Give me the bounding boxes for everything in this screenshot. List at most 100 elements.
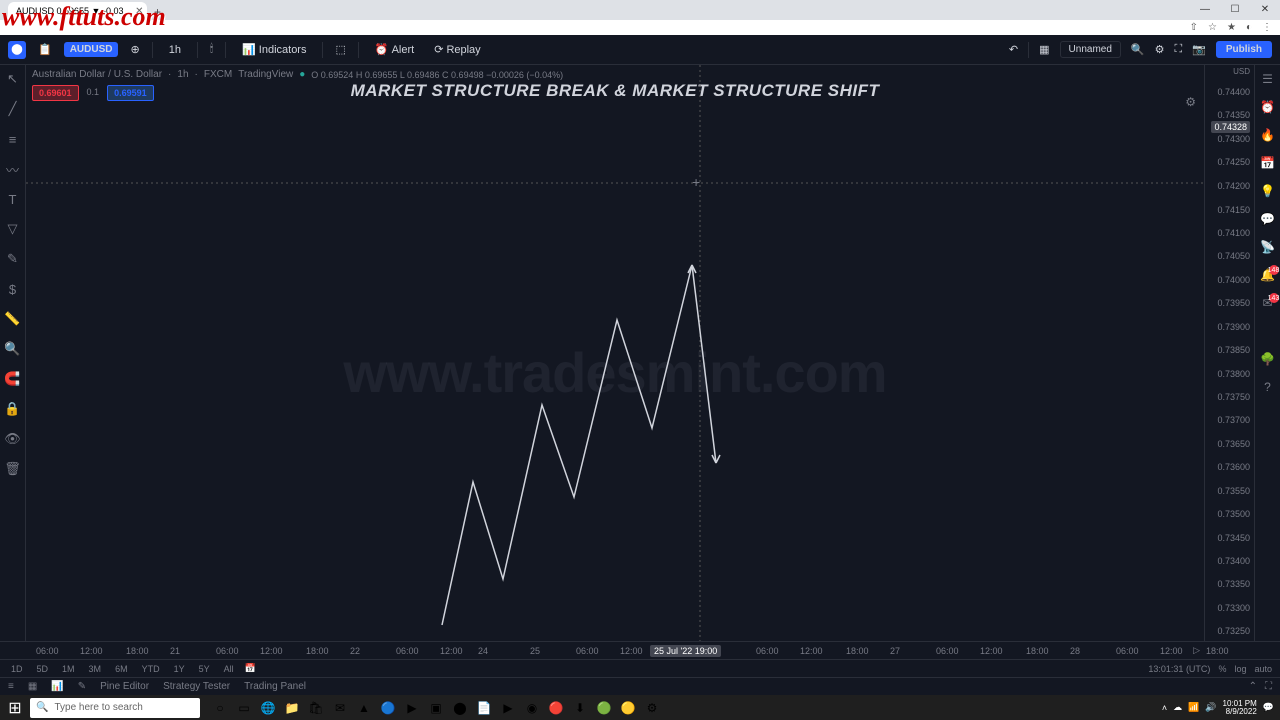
vlc-icon[interactable]: ▲ — [352, 695, 376, 720]
brush-tool-icon[interactable]: ✎ — [5, 251, 21, 267]
camera-icon[interactable]: 📷 — [1192, 43, 1206, 56]
app-icon[interactable]: ⬇ — [568, 695, 592, 720]
timeframe-button[interactable]: 6M — [112, 664, 131, 674]
app-icon[interactable]: 📄 — [472, 695, 496, 720]
interval-button[interactable]: 1h — [165, 42, 185, 58]
undo-icon[interactable]: ↶ — [1009, 43, 1018, 56]
timeframe-button[interactable]: 5Y — [196, 664, 213, 674]
candle-type-icon[interactable]: 🕯 — [210, 43, 213, 56]
footer-tab[interactable]: Pine Editor — [100, 681, 149, 692]
object-tree-icon[interactable]: 🌳 — [1260, 351, 1276, 367]
publish-button[interactable]: Publish — [1216, 41, 1272, 58]
profile-icon[interactable]: ◐ — [1246, 22, 1252, 33]
text-tool-icon[interactable]: T — [5, 191, 21, 207]
settings-icon[interactable]: ⚙ — [1155, 43, 1165, 56]
footer-icon[interactable]: ≡ — [8, 681, 14, 692]
timeframe-button[interactable]: 5D — [34, 664, 52, 674]
replay-button[interactable]: ⟳ Replay — [430, 41, 484, 58]
magnet-tool-icon[interactable]: 🧲 — [5, 371, 21, 387]
share-icon[interactable]: ⇧ — [1190, 22, 1198, 33]
tv-logo-icon[interactable]: ⬤ — [8, 41, 26, 59]
tray-notif-icon[interactable]: 💬 — [1263, 702, 1274, 713]
hotlist-icon[interactable]: 🔥 — [1260, 127, 1276, 143]
notif-icon[interactable]: 🔔148 — [1260, 267, 1276, 283]
search-icon[interactable]: 🔍 — [1131, 43, 1145, 56]
tray-volume-icon[interactable]: 🔊 — [1205, 702, 1216, 713]
menu-icon[interactable]: ⋮ — [1262, 22, 1272, 33]
footer-icon[interactable]: ▦ — [28, 681, 37, 692]
tray-wifi-icon[interactable]: 📶 — [1188, 702, 1199, 713]
start-button[interactable]: ⊞ — [0, 695, 30, 720]
maximize-icon[interactable]: ⛶ — [1265, 681, 1272, 692]
timeframe-button[interactable]: 1M — [59, 664, 78, 674]
timeframe-button[interactable]: All — [221, 664, 237, 674]
chart-area[interactable]: Australian Dollar / U.S. Dollar· 1h· FXC… — [26, 65, 1204, 641]
log-toggle[interactable]: log — [1234, 664, 1246, 674]
minimize-button[interactable]: — — [1190, 0, 1220, 18]
price-axis[interactable]: USD 0.744000.743500.743000.742500.742000… — [1204, 65, 1254, 641]
footer-tab[interactable]: Trading Panel — [244, 681, 306, 692]
eye-tool-icon[interactable]: 👁 — [5, 431, 21, 447]
alerts-panel-icon[interactable]: ⏰ — [1260, 99, 1276, 115]
mail-icon[interactable]: ✉ — [328, 695, 352, 720]
taskbar-search[interactable]: 🔍 Type here to search — [30, 698, 200, 718]
calendar-icon[interactable]: 📅 — [1260, 155, 1276, 171]
cortana-icon[interactable]: ○ — [208, 695, 232, 720]
goto-arrow-icon[interactable]: ▷ — [1193, 645, 1200, 656]
extension-icon[interactable]: ★ — [1227, 22, 1236, 33]
star-icon[interactable]: ☆ — [1208, 22, 1217, 33]
app-icon[interactable]: 🟢 — [592, 695, 616, 720]
ideas-icon[interactable]: 💡 — [1260, 183, 1276, 199]
streams-icon[interactable]: 📡 — [1260, 239, 1276, 255]
trash-tool-icon[interactable]: 🗑 — [5, 461, 21, 477]
taskview-icon[interactable]: ▭ — [232, 695, 256, 720]
lock-tool-icon[interactable]: 🔒 — [5, 401, 21, 417]
fullscreen-icon[interactable]: ⛶ — [1174, 43, 1182, 56]
goto-date-icon[interactable]: 📅 — [245, 663, 256, 674]
pattern-tool-icon[interactable]: 〰 — [5, 161, 21, 177]
app-icon[interactable]: ▶ — [400, 695, 424, 720]
trendline-tool-icon[interactable]: ╱ — [5, 101, 21, 117]
time-axis[interactable]: ▷ 06:0012:0018:002106:0012:0018:002206:0… — [0, 641, 1280, 659]
steam-icon[interactable]: ◉ — [520, 695, 544, 720]
app-icon[interactable]: 🟡 — [616, 695, 640, 720]
store-icon[interactable]: 🛍 — [304, 695, 328, 720]
zoom-tool-icon[interactable]: 🔍 — [5, 341, 21, 357]
close-window-button[interactable]: ✕ — [1250, 0, 1280, 18]
symbol-button[interactable]: AUDUSD — [64, 42, 119, 57]
timeframe-button[interactable]: 1D — [8, 664, 26, 674]
edge-icon[interactable]: 🌐 — [256, 695, 280, 720]
collapse-icon[interactable]: ⌃ — [1249, 681, 1257, 692]
layout-name[interactable]: Unnamed — [1060, 41, 1121, 58]
layout-icon[interactable]: ▦ — [1039, 43, 1049, 56]
timeframe-button[interactable]: 1Y — [171, 664, 188, 674]
watchlist-toggle-icon[interactable]: 📋 — [38, 43, 52, 56]
obs-icon[interactable]: ⬤ — [448, 695, 472, 720]
address-bar[interactable]: ⇧ ☆ ★ ◐ ⋮ — [0, 20, 1280, 35]
timeframe-button[interactable]: YTD — [139, 664, 163, 674]
chat-icon[interactable]: 💬 — [1260, 211, 1276, 227]
footer-tab[interactable]: Strategy Tester — [163, 681, 230, 692]
watchlist-icon[interactable]: ☰ — [1260, 71, 1276, 87]
indicators-button[interactable]: 📊 Indicators — [238, 41, 310, 58]
chrome2-icon[interactable]: 🔴 — [544, 695, 568, 720]
footer-icon[interactable]: 📊 — [51, 681, 63, 692]
maximize-button[interactable]: ☐ — [1220, 0, 1250, 18]
timeframe-button[interactable]: 3M — [86, 664, 105, 674]
dm-icon[interactable]: ✉143 — [1260, 295, 1276, 311]
pct-toggle[interactable]: % — [1218, 664, 1226, 674]
ruler-tool-icon[interactable]: 📏 — [5, 311, 21, 327]
app-icon[interactable]: ▣ — [424, 695, 448, 720]
settings-icon[interactable]: ⚙ — [640, 695, 664, 720]
dollar-tool-icon[interactable]: $ — [5, 281, 21, 297]
chrome-icon[interactable]: 🔵 — [376, 695, 400, 720]
auto-toggle[interactable]: auto — [1254, 664, 1272, 674]
tray-clock[interactable]: 10:01 PM 8/9/2022 — [1223, 700, 1257, 716]
tray-chevron-icon[interactable]: ˄ — [1162, 703, 1167, 713]
fib-tool-icon[interactable]: ≡ — [5, 131, 21, 147]
cursor-tool-icon[interactable]: ↖ — [5, 71, 21, 87]
tray-cloud-icon[interactable]: ☁ — [1173, 702, 1182, 713]
shapes-tool-icon[interactable]: ▽ — [5, 221, 21, 237]
alert-button[interactable]: ⏰ Alert — [371, 41, 418, 58]
help-icon[interactable]: ? — [1260, 379, 1276, 395]
